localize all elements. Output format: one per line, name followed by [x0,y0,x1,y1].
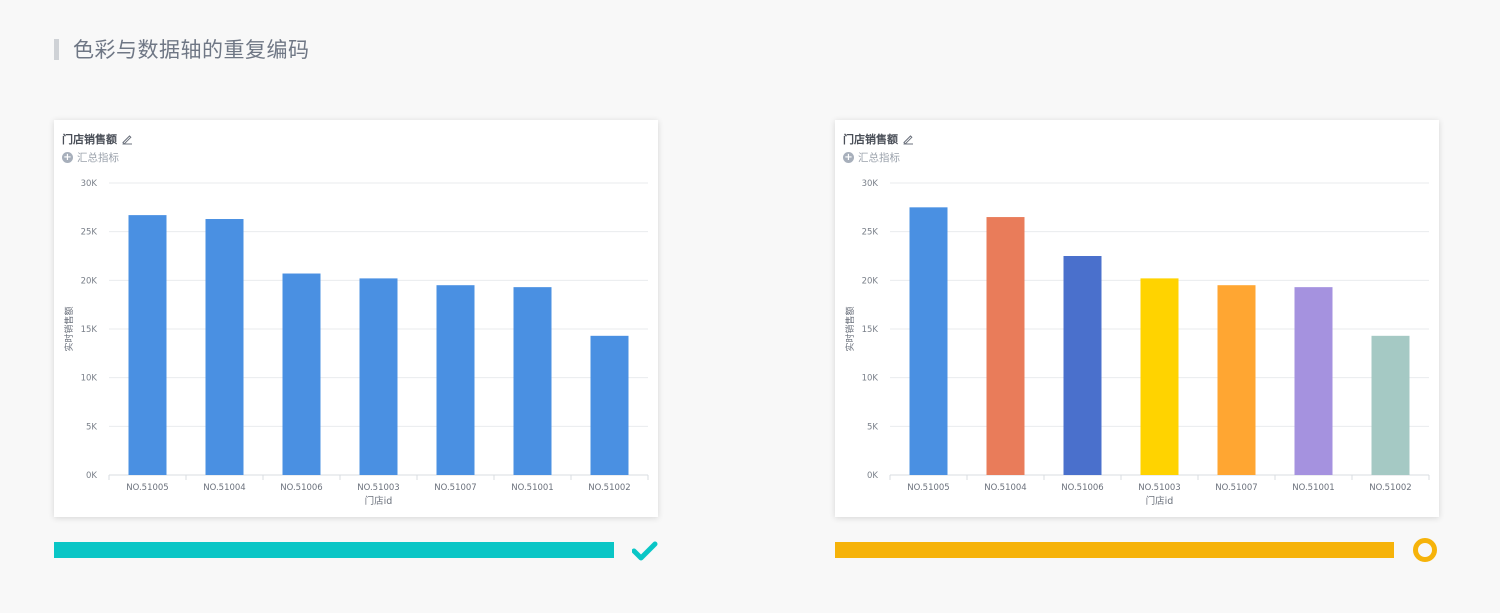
bar[interactable] [909,207,948,475]
card-title: 门店销售额 [62,133,117,146]
summary-metric-button[interactable]: + 汇总指标 [843,150,900,165]
ring-icon [1413,538,1437,562]
x-tick-label: NO.51004 [984,483,1026,493]
summary-label: 汇总指标 [77,152,119,164]
bar-chart: 0K 5K 10K 15K 20K 25K 30K NO.51005 NO.51004 NO.51… [844,179,1430,507]
x-tick-label: NO.51003 [1138,483,1180,493]
summary-label: 汇总指标 [858,152,900,164]
bar[interactable] [205,219,244,475]
y-tick-label: 15K [81,325,98,335]
bar[interactable] [1294,287,1333,475]
y-tick-label: 25K [81,228,98,238]
check-icon [632,541,658,561]
page-title: 色彩与数据轴的重复编码 [54,36,310,62]
x-tick-label: NO.51006 [280,483,322,493]
bar[interactable] [1140,278,1179,475]
y-tick-label: 30K [81,179,98,189]
bar[interactable] [359,278,398,475]
card-header: 门店销售额 [62,131,133,147]
add-circle-icon: + [843,152,854,163]
page-title-text: 色彩与数据轴的重复编码 [73,38,310,62]
x-tick-label: NO.51003 [357,483,399,493]
card-title: 门店销售额 [843,133,898,146]
y-tick-label: 20K [862,276,879,286]
x-tick-label: NO.51001 [511,483,553,493]
add-circle-icon: + [62,152,73,163]
x-tick-label: NO.51007 [1215,483,1257,493]
bar[interactable] [1371,335,1410,475]
edit-icon[interactable] [121,133,133,145]
bar[interactable] [1063,256,1102,475]
x-tick-label: NO.51001 [1292,483,1334,493]
x-tick-label: NO.51007 [434,483,476,493]
y-tick-label: 15K [862,325,879,335]
chart-card-multi-color: 门店销售额 + 汇总指标 0K 5K 10K 15K 20K 25K 30K NO.51005… [835,120,1439,517]
bar[interactable] [1217,285,1256,475]
status-bar-good [54,542,614,558]
bar[interactable] [436,285,475,475]
title-accent-bar [54,38,59,60]
y-axis-title: 实时销售额 [844,306,856,351]
status-bar-neutral [835,542,1394,558]
x-tick-label: NO.51002 [1369,483,1411,493]
x-tick-label: NO.51006 [1061,483,1103,493]
bar[interactable] [513,287,552,475]
x-tick-label: NO.51005 [126,483,168,493]
y-tick-label: 0K [86,471,97,481]
bar[interactable] [986,217,1025,476]
y-tick-label: 30K [862,179,879,189]
y-tick-label: 5K [867,422,878,432]
y-tick-label: 10K [81,374,98,384]
y-axis-title: 实时销售额 [63,306,75,351]
card-header: 门店销售额 [843,131,914,147]
bar[interactable] [590,335,629,475]
x-axis-title: 门店id [365,495,393,507]
x-tick-label: NO.51005 [907,483,949,493]
x-tick-label: NO.51004 [203,483,245,493]
y-tick-label: 20K [81,276,98,286]
bar[interactable] [282,273,321,475]
y-tick-label: 10K [862,374,879,384]
chart-card-single-color: 门店销售额 + 汇总指标 0K 5K 10K 15K 20K 25K 30K NO.51005… [54,120,658,517]
x-axis-title: 门店id [1146,495,1174,507]
y-tick-label: 5K [86,422,97,432]
y-tick-label: 0K [867,471,878,481]
y-tick-label: 25K [862,228,879,238]
x-tick-label: NO.51002 [588,483,630,493]
bar[interactable] [128,215,167,475]
edit-icon[interactable] [902,133,914,145]
bar-chart: 0K 5K 10K 15K 20K 25K 30K NO.51005 NO.51004 NO.51… [63,179,649,507]
summary-metric-button[interactable]: + 汇总指标 [62,150,119,165]
